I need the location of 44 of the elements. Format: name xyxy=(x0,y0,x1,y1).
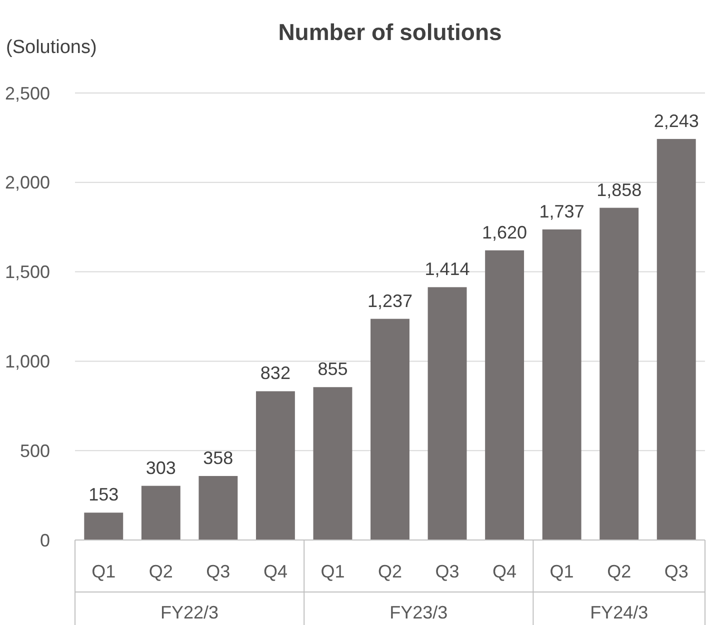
bar xyxy=(600,208,639,540)
data-label: 832 xyxy=(260,363,290,384)
y-tick-label: 500 xyxy=(20,440,50,461)
x-tick-label: Q3 xyxy=(206,561,230,582)
data-label: 1,414 xyxy=(424,259,470,280)
bar xyxy=(542,229,582,540)
bar xyxy=(428,287,467,540)
text: FY23/3 xyxy=(390,602,448,622)
x-tick-label: Q2 xyxy=(607,561,632,582)
chart-title: Number of solutions xyxy=(278,19,502,45)
x-tick-label: Q2 xyxy=(148,561,173,582)
data-label: 153 xyxy=(88,484,119,505)
x-tick-label: Q1 xyxy=(320,561,345,582)
data-label: 1,237 xyxy=(367,290,413,311)
x-tick-label: Q1 xyxy=(92,561,116,582)
bar xyxy=(141,486,180,540)
data-label: 358 xyxy=(203,448,234,468)
bar xyxy=(370,318,410,540)
y-axis-title: (Solutions) xyxy=(6,37,97,58)
data-label: 855 xyxy=(318,359,348,380)
y-tick-label: 1,500 xyxy=(4,262,50,282)
bar xyxy=(198,476,238,540)
x-tick-label: Q3 xyxy=(664,561,688,582)
bar xyxy=(84,512,124,540)
bar xyxy=(656,138,696,540)
x-tick-label: Q4 xyxy=(263,561,288,582)
data-label: 1,620 xyxy=(482,222,528,242)
x-tick-label: Q2 xyxy=(378,561,402,582)
y-tick-label: 1,000 xyxy=(4,352,50,372)
text: FY22/3 xyxy=(160,602,219,622)
x-tick-label: Q1 xyxy=(550,561,574,582)
data-label: 303 xyxy=(146,458,176,478)
data-label: 1,858 xyxy=(596,180,642,200)
y-tick-label: 2,000 xyxy=(4,172,50,193)
text: FY24/3 xyxy=(590,602,648,622)
data-label: 1,737 xyxy=(539,201,584,222)
bar xyxy=(256,391,295,540)
bar xyxy=(485,250,524,540)
x-tick-label: Q4 xyxy=(492,561,517,582)
y-tick-label: 0 xyxy=(40,530,50,550)
y-tick-label: 2,500 xyxy=(4,83,50,104)
bar xyxy=(313,387,352,540)
x-tick-label: Q3 xyxy=(435,561,460,582)
data-label: 2,243 xyxy=(654,110,699,131)
